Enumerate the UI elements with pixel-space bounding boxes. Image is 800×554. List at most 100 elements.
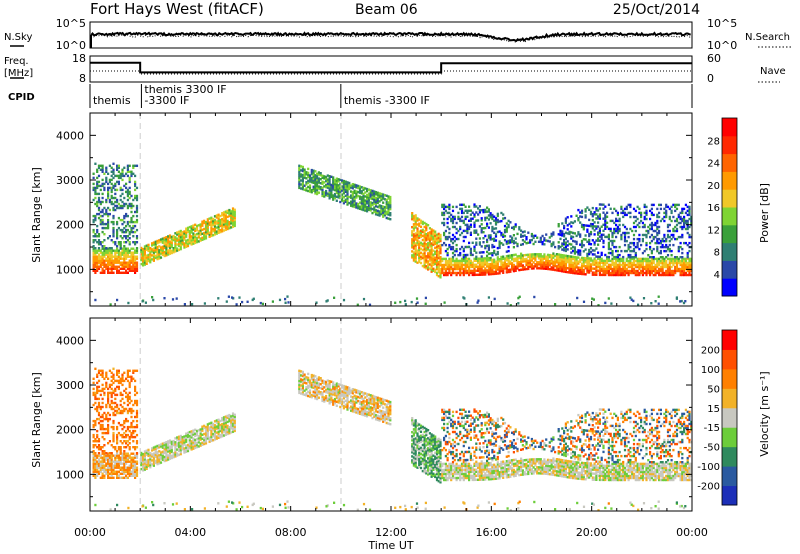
velocity-pixel: [117, 458, 120, 461]
power-pixel: [478, 259, 481, 262]
power-pixel: [572, 257, 575, 261]
power-pixel: [412, 255, 415, 258]
power-pixel: [663, 239, 666, 243]
power-pixel: [446, 273, 449, 277]
power-pixel: [632, 259, 636, 263]
power-pixel: [564, 264, 567, 267]
velocity-pixel: [161, 444, 164, 447]
power-pixel: [546, 255, 550, 259]
power-pixel: [362, 188, 365, 192]
velocity-pixel: [128, 470, 131, 473]
velocity-pixel: [108, 458, 111, 461]
power-pixel: [94, 216, 97, 220]
velocity-pixel: [114, 409, 117, 413]
power-pixel: [421, 234, 424, 238]
power-pixel: [344, 184, 347, 187]
power-pixel: [112, 220, 115, 224]
power-pixel: [107, 212, 110, 216]
power-pixel: [298, 184, 301, 188]
power-pixel: [101, 257, 104, 260]
power-pixel: [554, 254, 557, 258]
power-pixel: [305, 173, 308, 176]
power-pixel: [105, 259, 108, 262]
power-pixel: [469, 213, 472, 216]
velocity-pixel: [103, 444, 106, 447]
power-pixel: [97, 196, 101, 200]
power-pixel: [561, 254, 564, 257]
velocity-pixel: [134, 462, 137, 465]
power-pixel: [546, 263, 550, 267]
power-pixel: [663, 219, 666, 223]
power-pixel: [371, 211, 374, 215]
power-pixel: [97, 253, 101, 256]
power-pixel: [487, 248, 490, 251]
velocity-pixel: [125, 476, 128, 479]
power-pixel: [125, 190, 128, 194]
power-pixel: [647, 265, 650, 269]
power-pixel: [428, 249, 431, 252]
power-pixel: [427, 246, 430, 249]
power-pixel: [455, 231, 458, 235]
power-pixel: [427, 242, 430, 245]
power-xaxis: [89, 113, 693, 306]
velocity-pixel: [156, 454, 159, 458]
power-pixel: [123, 235, 126, 238]
power-pixel: [650, 271, 653, 275]
power-pixel: [210, 218, 213, 222]
power-pixel: [552, 262, 555, 265]
power-pixel: [473, 259, 476, 262]
power-pixel: [622, 263, 625, 267]
velocity-pixel: [108, 454, 111, 457]
velocity-pixel: [114, 462, 117, 465]
power-pixel: [108, 198, 111, 202]
power-pixel: [342, 186, 345, 189]
power-pixel: [634, 273, 637, 277]
velocity-pixel: [183, 451, 186, 454]
power-pixel: [572, 263, 575, 267]
velocity-pixel: [116, 474, 119, 477]
power-pixel: [675, 257, 679, 261]
power-pixel: [117, 182, 120, 186]
velocity-pixel: [112, 435, 115, 439]
power-pixel: [430, 250, 433, 253]
power-pixel: [677, 259, 680, 263]
power-pixel: [96, 200, 99, 204]
power-pixel: [559, 245, 562, 249]
power-pixel: [570, 235, 573, 238]
velocity-pixel: [112, 431, 115, 435]
power-pixel: [640, 265, 643, 269]
power-pixel: [444, 271, 447, 275]
power-pixel: [419, 251, 423, 255]
power-pixel: [123, 267, 126, 270]
power-pixel: [658, 231, 661, 235]
velocity-pixel: [108, 468, 111, 471]
velocity-pixel: [125, 442, 128, 445]
power-pixel: [658, 263, 661, 267]
power-pixel: [101, 226, 104, 230]
power-pixel: [684, 261, 687, 265]
power-pixel: [593, 211, 596, 214]
power-pixel: [230, 210, 233, 213]
power-pixel: [181, 231, 184, 234]
power-pixel: [661, 243, 664, 247]
velocity-pixel: [101, 466, 104, 469]
power-pixel: [622, 271, 625, 275]
power-pixel: [121, 247, 124, 250]
power-pixel: [132, 235, 135, 238]
power-pixel: [298, 178, 301, 182]
power-pixel: [134, 164, 137, 167]
power-pixel: [374, 205, 378, 208]
power-pixel: [498, 240, 501, 243]
power-pixel: [168, 250, 172, 253]
power-pixel: [550, 256, 553, 259]
power-pixel: [604, 225, 607, 228]
power-pixel: [222, 213, 226, 216]
power-pixel: [163, 297, 166, 300]
power-pixel: [636, 205, 639, 209]
power-pixel: [575, 264, 578, 267]
velocity-pixel: [123, 401, 126, 405]
velocity-pixel: [97, 440, 101, 443]
power-pixel: [204, 225, 208, 228]
power-pixel: [382, 205, 385, 208]
power-pixel: [475, 251, 478, 254]
